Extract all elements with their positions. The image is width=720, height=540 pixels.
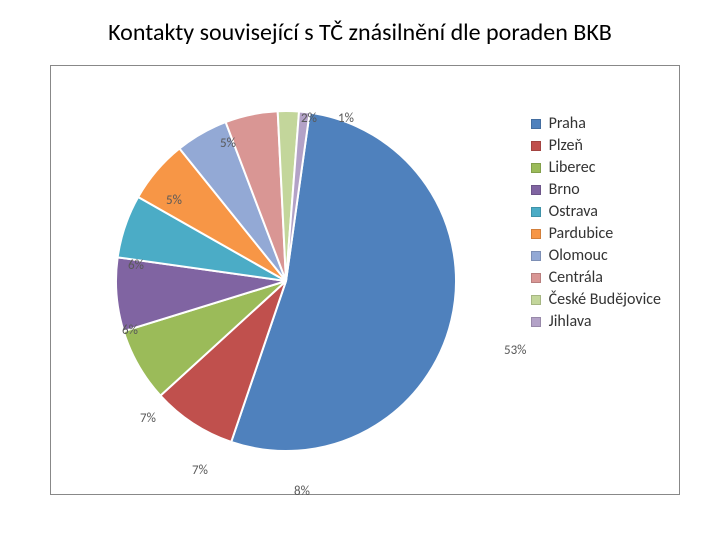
legend-swatch bbox=[531, 295, 541, 305]
chart-frame: 53%8%7%7%6%6%5%5%2%1% PrahaPlzeňLiberecB… bbox=[50, 65, 680, 495]
legend-item-liberec: Liberec bbox=[531, 158, 661, 177]
legend-swatch bbox=[531, 273, 541, 283]
legend-swatch bbox=[531, 207, 541, 217]
legend-label: Centrála bbox=[549, 268, 603, 287]
slice-label-olomouc: 5% bbox=[166, 193, 182, 208]
pie-chart bbox=[106, 101, 466, 461]
legend-label: Ostrava bbox=[549, 202, 598, 221]
legend-item-olomouc: Olomouc bbox=[531, 246, 661, 265]
legend-label: Plzeň bbox=[549, 136, 583, 155]
legend-label: Pardubice bbox=[549, 224, 614, 243]
legend-item-jihlava: Jihlava bbox=[531, 312, 661, 331]
legend-item-praha: Praha bbox=[531, 114, 661, 133]
legend-label: Brno bbox=[549, 180, 580, 199]
slice-label-centrála: 5% bbox=[220, 136, 236, 151]
slice-label-pardubice: 6% bbox=[128, 258, 144, 273]
legend-item-plzeň: Plzeň bbox=[531, 136, 661, 155]
legend: Praha Plzeň Liberec Brno Ostrava Pardubice Olo… bbox=[531, 111, 661, 334]
legend-swatch bbox=[531, 119, 541, 129]
legend-item-české-budějovice: České Budějovice bbox=[531, 290, 661, 309]
slice-label-české-budějovice: 2% bbox=[301, 111, 317, 126]
slice-label-brno: 7% bbox=[140, 411, 156, 426]
legend-swatch bbox=[531, 317, 541, 327]
legend-item-centrála: Centrála bbox=[531, 268, 661, 287]
slice-label-jihlava: 1% bbox=[338, 111, 354, 126]
slice-label-plzeň: 8% bbox=[294, 484, 310, 499]
slice-label-ostrava: 6% bbox=[122, 323, 138, 338]
legend-swatch bbox=[531, 163, 541, 173]
legend-swatch bbox=[531, 141, 541, 151]
legend-item-pardubice: Pardubice bbox=[531, 224, 661, 243]
slice-label-praha: 53% bbox=[504, 343, 526, 358]
legend-label: Olomouc bbox=[549, 246, 608, 265]
legend-label: České Budějovice bbox=[549, 290, 661, 309]
legend-swatch bbox=[531, 229, 541, 239]
legend-swatch bbox=[531, 251, 541, 261]
legend-label: Jihlava bbox=[549, 312, 592, 331]
page-title: Kontakty související s TČ znásilnění dle… bbox=[0, 0, 720, 55]
legend-swatch bbox=[531, 185, 541, 195]
legend-label: Praha bbox=[549, 114, 586, 133]
legend-label: Liberec bbox=[549, 158, 596, 177]
slice-label-liberec: 7% bbox=[192, 463, 208, 478]
legend-item-ostrava: Ostrava bbox=[531, 202, 661, 221]
legend-item-brno: Brno bbox=[531, 180, 661, 199]
